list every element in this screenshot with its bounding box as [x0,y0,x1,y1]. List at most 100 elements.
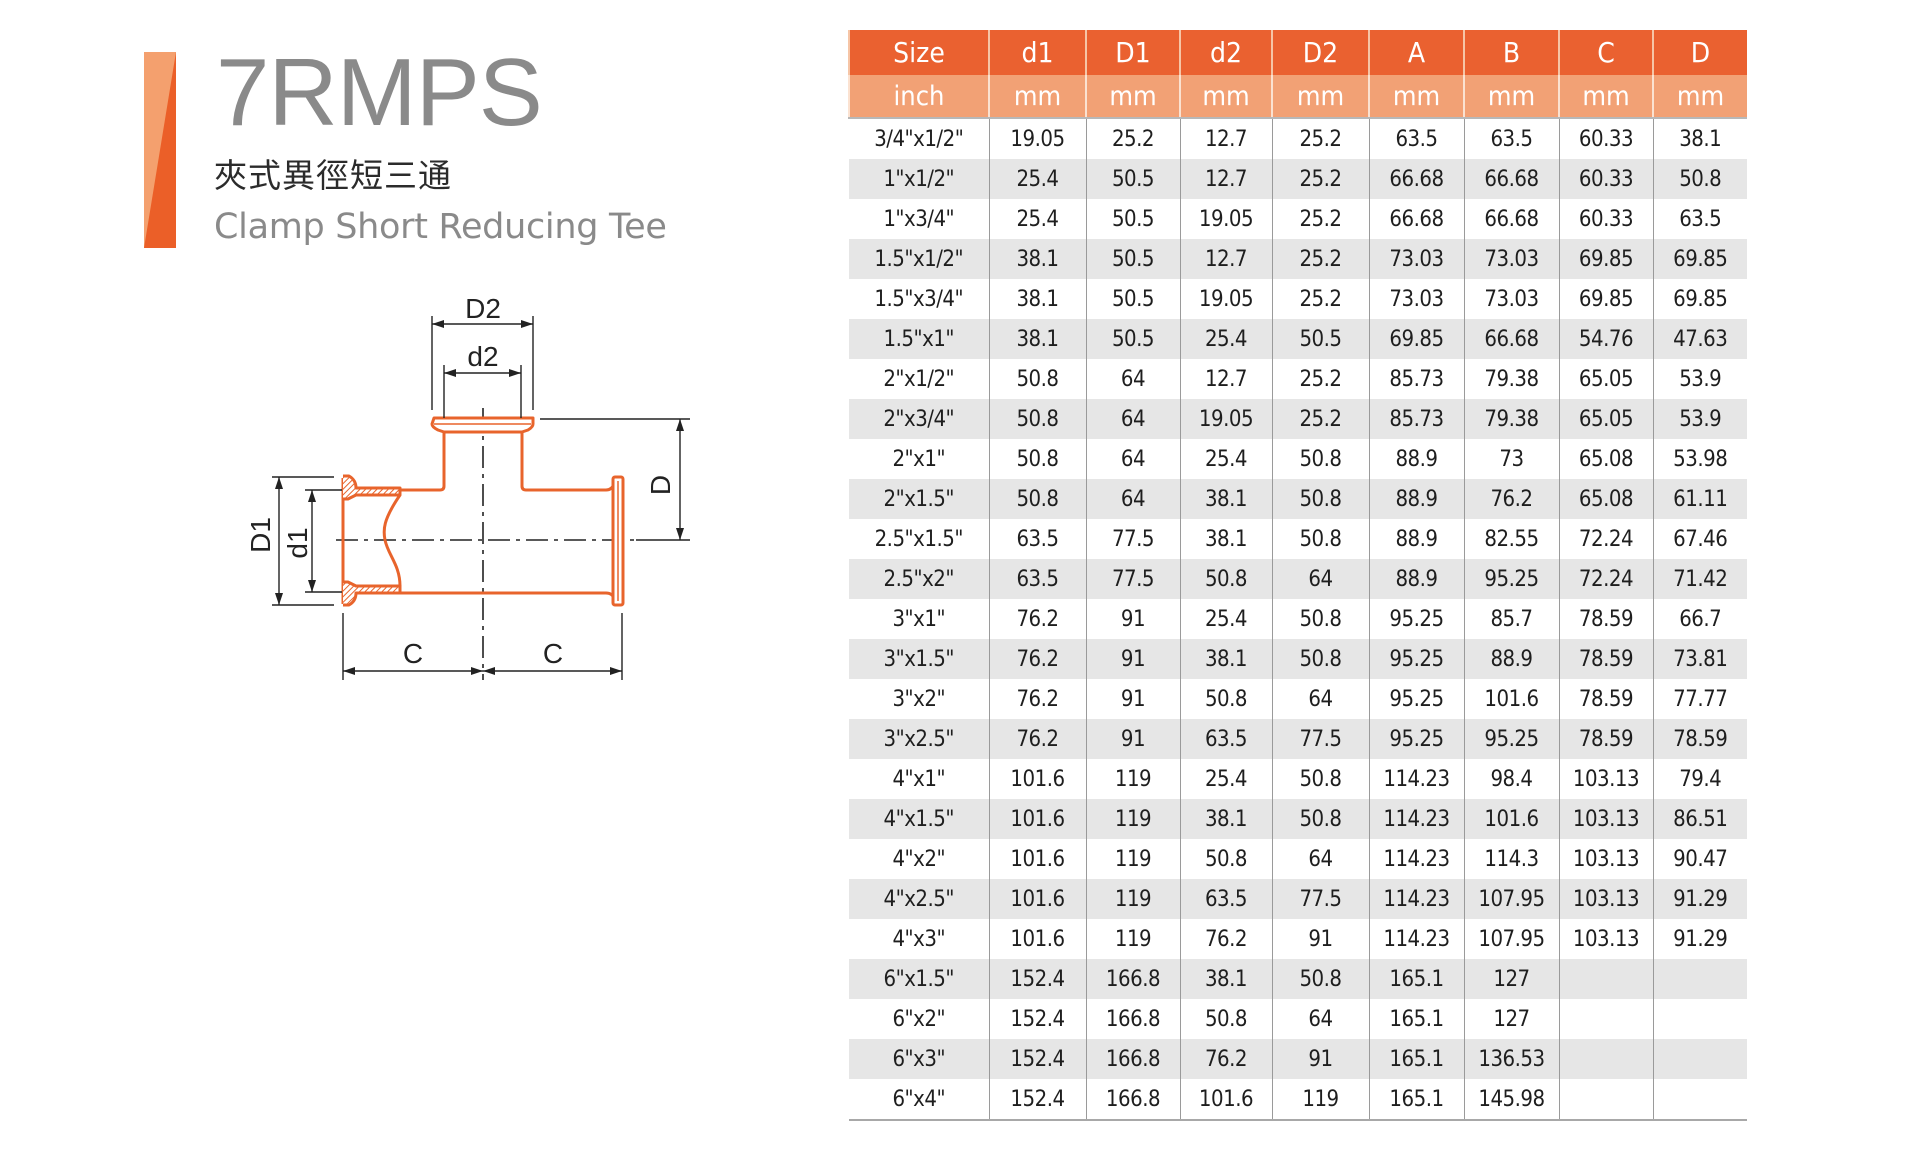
col-header-B: B [1463,30,1559,75]
table-row: 1.5"x1/2" 38.1 50.5 12.7 25.2 73.03 73.03 69.85… [849,239,1747,279]
cell-d1: 25.4 [988,159,1086,199]
cell-d1: 76.2 [988,599,1086,639]
cell-d2: 25.4 [1179,759,1272,799]
cell-D2: 25.2 [1271,359,1369,399]
cell-size: 1"x3/4" [883,206,955,232]
cell-d1: 76.2 [988,719,1086,759]
product-title-chinese: 夾式異徑短三通 [214,156,452,195]
cell-D [1652,1079,1747,1121]
cell-size: 2.5"x1.5" [874,526,964,552]
cell-d2: 12.7 [1179,159,1272,199]
cell-d2: 38.1 [1179,519,1272,559]
table-row: 4"x1.5" 101.6 119 38.1 50.8 114.23 101.6 103.13… [849,799,1747,839]
cell-C: 60.33 [1558,199,1653,239]
cell-D: 38.1 [1652,118,1747,159]
cell-C: 69.85 [1558,279,1653,319]
cell-D1: 64 [1085,439,1180,479]
cell-size: 1.5"x1" [849,319,989,359]
model-code: 7RMPS [216,39,543,146]
cell-A: 165.1 [1368,1039,1464,1079]
cell-d1: 152.4 [988,999,1086,1039]
cell-C: 65.08 [1558,439,1653,479]
cell-D2: 50.8 [1271,799,1369,839]
cell-B: 66.68 [1463,199,1559,239]
cell-d2: 12.7 [1179,118,1272,159]
label-d2: d2 [467,341,498,372]
cell-D: 90.47 [1652,839,1747,879]
cell-A: 85.73 [1368,359,1464,399]
cell-d2: 101.6 [1179,1079,1272,1121]
cell-D2: 50.8 [1271,599,1369,639]
table-row: 6"x4" 152.4 166.8 101.6 119 165.1 145.98 [849,1079,1747,1121]
tee-dimension-diagram: D2 d2 D D1 d1 C C [245,293,690,680]
cell-D2: 64 [1271,839,1369,879]
cell-D2: 91 [1271,919,1369,959]
cell-D: 61.11 [1652,479,1747,519]
cell-C: 103.13 [1558,839,1653,879]
cell-d1: 50.8 [988,359,1086,399]
cell-d2: 50.8 [1179,999,1272,1039]
cell-D1: 50.5 [1085,239,1180,279]
cell-D1: 119 [1085,759,1180,799]
table-row: 1"x3/4" 25.4 50.5 19.05 25.2 66.68 66.68 60.33 6… [849,199,1747,239]
cell-size: 6"x4" [849,1079,989,1121]
cell-D: 53.9 [1652,359,1747,399]
cell-size: 3"x1" [892,606,946,632]
cell-D: 79.4 [1652,759,1747,799]
cell-size: 4"x2.5" [849,879,989,919]
cell-A: 66.68 [1368,199,1464,239]
cell-A: 73.03 [1368,239,1464,279]
cell-A: 114.23 [1368,839,1464,879]
cell-B: 136.53 [1463,1039,1559,1079]
cell-C: 78.59 [1558,679,1653,719]
cell-D: 69.85 [1652,239,1747,279]
table-row: 3"x1.5" 76.2 91 38.1 50.8 95.25 88.9 78.59 73.81 [849,639,1747,679]
table-row: 1.5"x1" 38.1 50.5 25.4 50.5 69.85 66.68 54.76 47… [849,319,1747,359]
cell-d2: 63.5 [1179,879,1272,919]
cell-B: 73.03 [1463,239,1559,279]
cell-D: 50.8 [1652,159,1747,199]
cell-size: 4"x3" [892,926,946,952]
cell-d1: 38.1 [988,279,1086,319]
cell-D: 78.59 [1652,719,1747,759]
cell-D2: 77.5 [1271,719,1369,759]
cell-D [1652,959,1747,999]
cell-d1: 152.4 [988,1079,1086,1121]
col-header-size: Size [848,30,989,75]
tee-body [341,416,625,607]
cell-B: 101.6 [1463,799,1559,839]
cell-A: 114.23 [1368,919,1464,959]
cell-d2: 38.1 [1179,479,1272,519]
table-row: 4"x1" 101.6 119 25.4 50.8 114.23 98.4 103.13 79.… [849,759,1747,799]
cell-C: 78.59 [1558,639,1653,679]
product-title-english: Clamp Short Reducing Tee [214,207,667,247]
col-header-D2: D2 [1271,30,1369,75]
cell-B: 85.7 [1463,599,1559,639]
cell-B: 145.98 [1463,1079,1559,1121]
col-unit-D1: mm [1085,75,1180,119]
label-C-left: C [403,638,423,669]
cell-D1: 166.8 [1085,1039,1180,1079]
cell-A: 88.9 [1368,439,1464,479]
col-unit-d2: mm [1179,75,1272,119]
cell-d1: 101.6 [988,759,1086,799]
cell-d1: 101.6 [988,799,1086,839]
cell-C: 65.05 [1558,399,1653,439]
cell-D2: 50.8 [1271,439,1369,479]
cell-D2: 25.2 [1271,239,1369,279]
cell-d2: 25.4 [1179,319,1272,359]
cell-A: 95.25 [1368,679,1464,719]
cell-D2: 25.2 [1271,279,1369,319]
cell-d2: 76.2 [1179,919,1272,959]
cell-B: 73 [1463,439,1559,479]
col-header-d2: d2 [1179,30,1272,75]
cell-d2: 19.05 [1179,279,1272,319]
cell-D2: 50.8 [1271,759,1369,799]
cell-d1: 38.1 [988,239,1086,279]
cell-C: 78.59 [1558,599,1653,639]
cell-D: 71.42 [1652,559,1747,599]
col-header-D: D [1652,30,1747,75]
cell-D1: 64 [1085,359,1180,399]
cell-C: 103.13 [1558,759,1653,799]
cell-size: 2"x1.5" [849,479,989,519]
